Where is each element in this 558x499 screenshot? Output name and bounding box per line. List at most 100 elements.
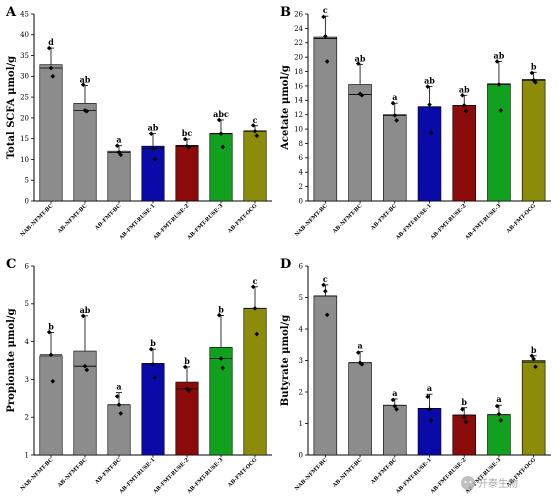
data-point [182, 364, 188, 370]
bar [209, 346, 233, 456]
watermark: 开泰生物 [461, 476, 518, 490]
bar [417, 408, 442, 456]
bar [383, 114, 407, 202]
data-point [533, 80, 538, 85]
significance-label: abc [213, 109, 229, 119]
data-point [394, 118, 399, 123]
y-tick-label: 0 [25, 197, 29, 205]
data-point [182, 136, 188, 142]
y-tick-label: 14 [294, 97, 303, 105]
y-tick-label: 0 [299, 451, 303, 459]
data-point [148, 131, 154, 136]
significance-label: b [531, 345, 537, 355]
data-point [218, 131, 224, 136]
x-tick-label: AB-FMT-RUSE-1 [118, 203, 157, 242]
data-point [355, 61, 361, 66]
significance-label: c [323, 274, 328, 284]
data-point [254, 331, 260, 337]
data-point [118, 152, 124, 158]
bar [452, 105, 476, 202]
y-tick-label: 5 [299, 294, 303, 302]
bar [383, 404, 407, 456]
bar [175, 381, 199, 456]
x-tick-label: AB-FMT-RUSE-3 [186, 203, 225, 242]
significance-label: a [496, 394, 501, 404]
data-point [48, 352, 54, 358]
data-point [152, 157, 158, 162]
significance-label: ab [80, 74, 91, 84]
data-point [498, 418, 504, 423]
significance-label: ab [148, 123, 159, 133]
y-tick-label: 45 [20, 10, 29, 18]
x-tick-label: NAB-NFMT-BC [294, 457, 329, 492]
y-tick-label: 35 [20, 52, 29, 60]
y-tick-label: 24 [294, 25, 303, 33]
x-tick-label: AB-FMT-RUSE-1 [394, 203, 433, 242]
x-tick-label: NAB-NFMT-BC [294, 203, 329, 238]
data-point [460, 92, 465, 98]
data-point [529, 353, 535, 359]
data-point [323, 288, 328, 294]
data-point [496, 411, 502, 417]
y-tick-label: 16 [294, 82, 303, 90]
y-tick-label: 2 [25, 414, 29, 422]
data-point [46, 329, 52, 335]
data-point [48, 65, 54, 71]
significance-label: a [427, 383, 432, 393]
significance-label: d [48, 37, 54, 47]
y-tick-label: 3 [25, 376, 29, 384]
data-point [80, 82, 86, 87]
data-point [392, 403, 398, 409]
data-point [114, 394, 120, 399]
data-point [186, 145, 192, 150]
y-tick-label: 5 [25, 300, 29, 308]
data-point [118, 411, 124, 416]
bar [417, 106, 442, 202]
significance-label: b [218, 305, 224, 315]
bar [452, 414, 476, 456]
y-tick-label: 22 [294, 39, 303, 47]
significance-label: ab [424, 76, 435, 86]
data-point [82, 363, 88, 369]
bar [39, 64, 63, 202]
y-tick-label: 0 [299, 197, 303, 205]
bar [39, 355, 63, 456]
significance-label: b [461, 397, 467, 407]
significance-label: c [253, 276, 258, 286]
significance-label: a [116, 135, 121, 145]
y-tick-label: 4 [299, 325, 304, 333]
data-point [531, 356, 536, 362]
bar [313, 295, 338, 456]
x-tick-label: AB-FMT-RUSE-3 [464, 203, 503, 242]
significance-label: ab [459, 84, 470, 94]
significance-label: ab [80, 305, 91, 315]
x-tick-label: AB-FMT-RUSE-2 [152, 457, 191, 496]
data-point [425, 394, 430, 400]
data-point [254, 133, 260, 139]
x-tick-label: AB-FMT-BC [369, 203, 398, 232]
bar [209, 132, 233, 202]
bar [243, 130, 267, 202]
data-point [390, 397, 396, 403]
data-point [425, 84, 430, 89]
data-point [461, 414, 467, 420]
significance-label: bc [182, 128, 193, 138]
x-tick-label: AB-FMT-RUSE-2 [429, 203, 468, 242]
data-point [84, 108, 90, 114]
data-point [461, 103, 467, 108]
y-tick-label: 25 [20, 94, 29, 102]
data-point [321, 282, 326, 288]
x-tick-label: NAB-NFMT-BC [20, 457, 55, 492]
data-point [116, 402, 122, 408]
y-tick-label: 1 [25, 451, 29, 459]
data-point [250, 284, 256, 290]
bar [141, 145, 165, 202]
wechat-icon [461, 476, 475, 490]
data-point [427, 102, 432, 107]
data-point [186, 388, 192, 394]
y-tick-label: 6 [25, 262, 30, 270]
panel-letter: B [280, 5, 291, 20]
data-point [50, 74, 56, 79]
x-tick-label: AB-NFMT-BC [56, 203, 88, 235]
x-tick-label: AB-FMT-BC [369, 457, 398, 486]
